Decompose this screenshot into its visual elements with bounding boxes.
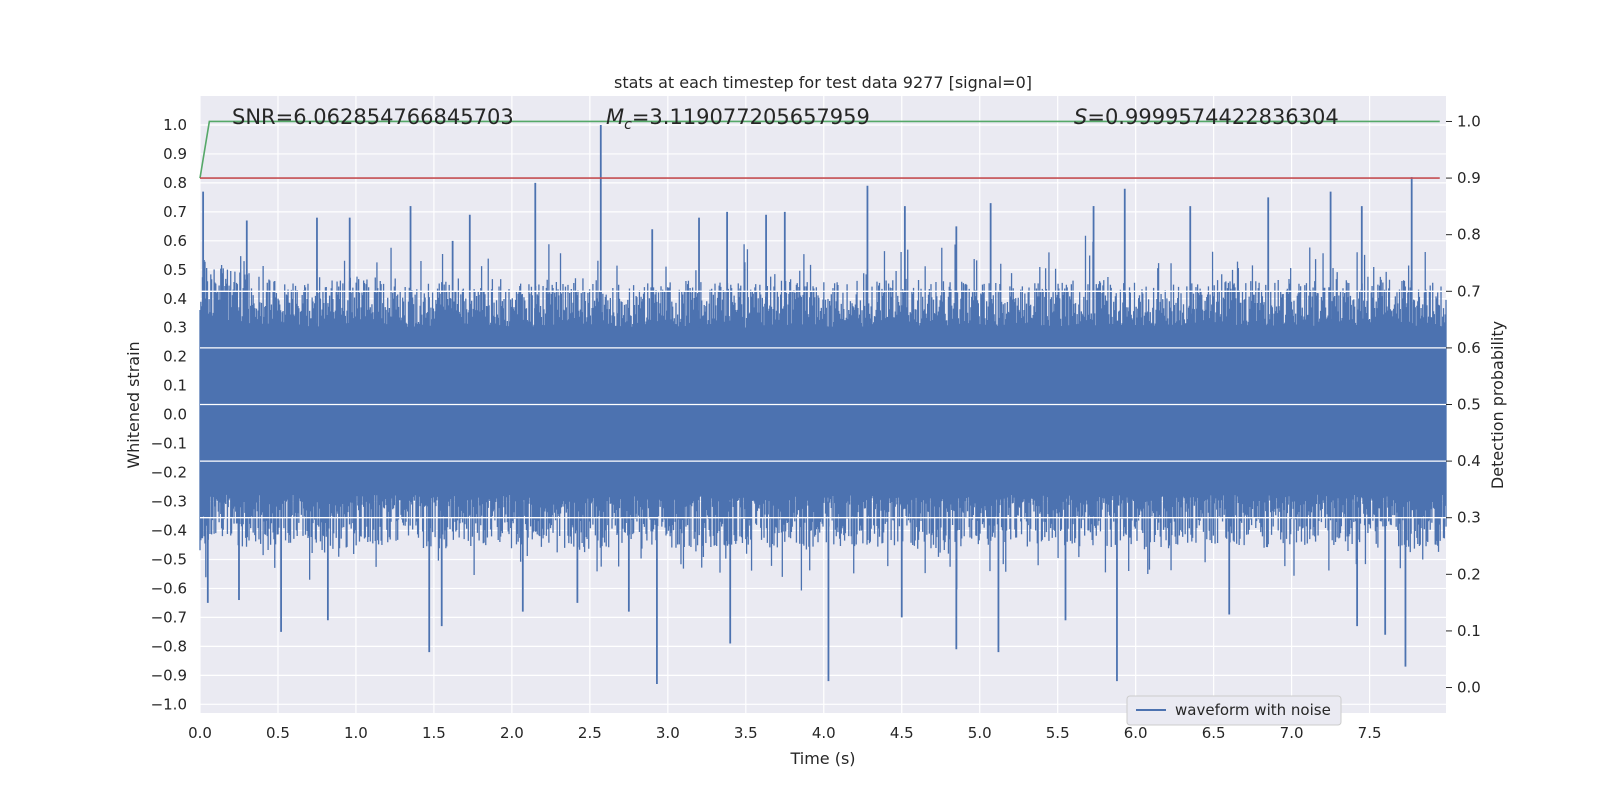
y-tick-label: −0.5 <box>151 550 187 568</box>
y2-tick-label: 0.3 <box>1457 509 1481 527</box>
y-tick-label: 0.8 <box>163 174 187 192</box>
y-tick-label: 0.1 <box>163 377 187 395</box>
x-tick-label: 3.5 <box>734 724 758 742</box>
y-tick-label: −0.2 <box>151 464 187 482</box>
y-tick-label: 0.9 <box>163 145 187 163</box>
x-tick-label: 4.0 <box>812 724 836 742</box>
y2-tick-label: 0.2 <box>1457 565 1481 583</box>
legend-entry: waveform with noise <box>1175 701 1331 719</box>
detection-probability-line <box>199 120 1440 179</box>
y-axis-label: Whitened strain <box>124 341 143 468</box>
chart-title: stats at each timestep for test data 927… <box>614 73 1032 92</box>
probability-series <box>199 120 1440 179</box>
y2-tick-label: 1.0 <box>1457 112 1481 130</box>
chirp-mass-subscript: c <box>624 117 632 133</box>
x-tick-label: 1.5 <box>422 724 446 742</box>
chirp-mass-value: =3.119077205657959 <box>632 105 870 129</box>
x-axis-label: Time (s) <box>789 749 855 768</box>
y-tick-label: −0.6 <box>151 579 187 597</box>
y-tick-label: −0.8 <box>151 637 187 655</box>
chirp-mass-symbol: M <box>606 105 624 129</box>
y-tick-label: −0.7 <box>151 608 187 626</box>
x-tick-label: 6.0 <box>1124 724 1148 742</box>
s-value: =0.9999574422836304 <box>1087 105 1338 129</box>
legend-box <box>1126 695 1342 726</box>
x-tick-label: 2.5 <box>578 724 602 742</box>
y-tick-label: 0.0 <box>163 406 187 424</box>
snr-annotation: SNR=6.062854766845703 <box>232 105 514 129</box>
x-tick-label: 0.5 <box>266 724 290 742</box>
y-tick-label: 0.3 <box>163 319 187 337</box>
y2-tick-label: 0.0 <box>1457 679 1481 697</box>
y2-tick-label: 0.7 <box>1457 282 1481 300</box>
x-tick-label: 2.0 <box>500 724 524 742</box>
y2-tick-label: 0.5 <box>1457 396 1481 414</box>
y2-tick-label: 0.1 <box>1457 622 1481 640</box>
y-tick-label: 0.5 <box>163 261 187 279</box>
x-tick-label: 6.5 <box>1202 724 1226 742</box>
legend: waveform with noise <box>1126 695 1342 726</box>
y-tick-label: −0.1 <box>151 435 187 453</box>
y-tick-label: −1.0 <box>151 695 187 713</box>
x-tick-label: 4.5 <box>890 724 914 742</box>
y2-tick-label: 0.4 <box>1457 452 1481 470</box>
x-tick-label: 0.0 <box>188 724 212 742</box>
x-tick-label: 5.5 <box>1046 724 1070 742</box>
s-annotation: S=0.9999574422836304 <box>1074 105 1339 129</box>
y-tick-label: −0.9 <box>151 666 187 684</box>
y-tick-label: −0.3 <box>151 493 187 511</box>
y2-axis-label: Detection probability <box>1488 321 1507 489</box>
x-tick-label: 5.0 <box>968 724 992 742</box>
y-tick-label: 0.2 <box>163 348 187 366</box>
x-tick-label: 7.0 <box>1280 724 1304 742</box>
y-tick-labels: 1.0 0.9 0.8 0.7 0.6 0.5 0.4 0.3 0.2 0.1 0.0 −0.1 −0.… <box>151 116 187 713</box>
waveform-series <box>199 124 1447 685</box>
x-tick-label: 3.0 <box>656 724 680 742</box>
y2-tick-labels: 1.0 0.9 0.8 0.7 0.6 0.5 0.4 0.3 0.2 0.1 0.0 <box>1446 112 1481 697</box>
grid-y2 <box>200 290 1446 519</box>
s-symbol: S <box>1074 105 1087 129</box>
y-tick-label: 0.4 <box>163 290 187 308</box>
y-tick-label: −0.4 <box>151 522 187 540</box>
x-tick-label: 7.5 <box>1358 724 1382 742</box>
x-tick-label: 1.0 <box>344 724 368 742</box>
y-tick-label: 1.0 <box>163 116 187 134</box>
y-tick-label: 0.7 <box>163 203 187 221</box>
y2-tick-label: 0.9 <box>1457 169 1481 187</box>
x-tick-labels: 0.0 0.5 1.0 1.5 2.0 2.5 3.0 3.5 4.0 4.5 5.0 5.5 6.0 6… <box>188 724 1381 742</box>
y-tick-label: 0.6 <box>163 232 187 250</box>
chirp-mass-annotation: Mc=3.119077205657959 <box>606 105 870 133</box>
y2-tick-label: 0.8 <box>1457 226 1481 244</box>
y2-tick-label: 0.6 <box>1457 339 1481 357</box>
